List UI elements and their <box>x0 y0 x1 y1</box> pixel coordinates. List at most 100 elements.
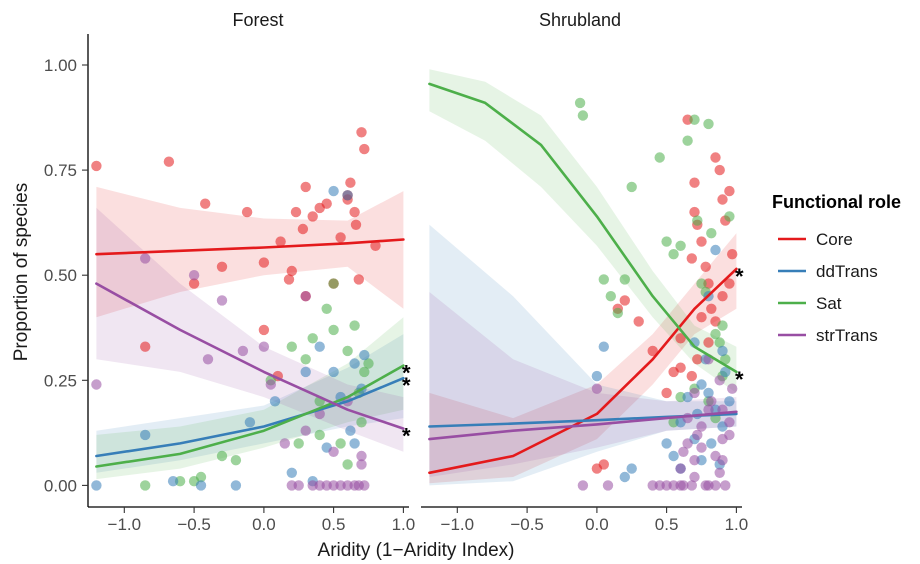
point-forest-ddtrans <box>140 429 151 441</box>
point-forest-core <box>91 160 102 172</box>
ci-bands-forest <box>96 186 404 480</box>
points-forest <box>91 127 381 491</box>
point-shrubland-strtrans <box>682 438 693 449</box>
point-forest-sat <box>328 324 339 336</box>
point-forest-strtrans <box>202 354 214 365</box>
point-forest-sat <box>356 417 367 428</box>
point-forest-strtrans <box>328 446 339 457</box>
point-forest-sat <box>359 366 370 378</box>
point-forest-sat <box>349 320 360 331</box>
point-forest-sat <box>328 278 339 289</box>
point-forest-sat <box>286 341 297 352</box>
point-shrubland-core <box>717 291 728 302</box>
y-tick-label: 0.75 <box>44 161 77 180</box>
point-shrubland-strtrans <box>678 480 689 491</box>
point-shrubland-sat <box>654 152 665 163</box>
significance-star-forest-ddtrans: * <box>402 373 411 398</box>
point-forest-sat <box>335 438 346 449</box>
point-forest-strtrans <box>356 450 367 462</box>
point-shrubland-strtrans <box>710 450 721 462</box>
point-forest-core <box>286 265 297 277</box>
legend-label-strtrans: strTrans <box>816 326 878 345</box>
point-forest-core <box>200 198 211 209</box>
legend-label-ddtrans: ddTrans <box>816 262 878 281</box>
point-forest-core <box>140 341 151 352</box>
point-shrubland-ddtrans <box>720 366 731 378</box>
trend-line-forest-strtrans <box>95 282 405 430</box>
point-shrubland-strtrans <box>577 480 589 491</box>
point-shrubland-strtrans <box>706 396 717 407</box>
legend: Functional role Core ddTrans Sat strTrans <box>772 192 901 345</box>
point-shrubland-strtrans <box>714 467 725 478</box>
point-forest-ddtrans <box>328 185 339 197</box>
point-shrubland-ddtrans <box>626 463 637 474</box>
point-shrubland-strtrans <box>689 387 700 399</box>
trend-lines-shrubland <box>428 82 738 475</box>
point-shrubland-core <box>717 194 728 205</box>
point-forest-core <box>359 143 370 155</box>
point-shrubland-core <box>724 278 735 289</box>
point-shrubland-ddtrans <box>717 345 728 357</box>
x-axis-shrubland: −1.0 −0.5 0.0 0.5 1.0 <box>421 506 749 534</box>
point-shrubland-strtrans <box>724 417 735 428</box>
point-forest-sat <box>342 459 353 470</box>
point-forest-strtrans <box>91 379 102 390</box>
y-tick-label: 0.50 <box>44 266 77 285</box>
ci-band-forest-sat <box>96 317 404 480</box>
point-forest-strtrans <box>188 270 200 281</box>
point-forest-sat <box>300 354 311 365</box>
point-forest-ddtrans <box>244 417 256 428</box>
x-tick-label-forest: 1.0 <box>392 515 416 534</box>
panel-title-shrubland: Shrubland <box>539 10 621 30</box>
point-shrubland-strtrans <box>703 404 714 415</box>
x-tick-label-forest: −0.5 <box>177 515 211 534</box>
ci-band-forest-strtrans <box>96 207 404 452</box>
point-forest-sat <box>363 358 374 369</box>
x-tick-label-shrubland: 1.0 <box>725 515 749 534</box>
point-forest-ddtrans <box>195 480 207 491</box>
point-forest-core <box>370 240 381 251</box>
point-forest-core <box>188 278 200 289</box>
point-shrubland-strtrans <box>602 480 614 491</box>
point-shrubland-core <box>727 249 738 260</box>
point-shrubland-core <box>598 459 609 470</box>
point-forest-strtrans <box>356 459 367 470</box>
trend-line-shrubland-core <box>428 267 738 475</box>
point-shrubland-core <box>619 295 630 306</box>
point-forest-core <box>350 219 362 230</box>
point-shrubland-strtrans <box>689 471 700 483</box>
point-forest-core <box>300 181 311 193</box>
point-forest-core <box>290 206 302 218</box>
point-forest-strtrans <box>258 341 270 352</box>
panel-title-forest: Forest <box>232 10 283 30</box>
point-shrubland-core <box>633 316 644 327</box>
point-shrubland-ddtrans <box>706 438 717 449</box>
point-forest-strtrans <box>216 295 228 306</box>
x-tick-label-shrubland: 0.5 <box>655 515 679 534</box>
point-shrubland-sat <box>605 291 616 302</box>
point-shrubland-core <box>724 185 735 197</box>
point-forest-sat <box>307 333 318 344</box>
point-forest-ddtrans <box>230 480 242 491</box>
panel-shrubland: Shrubland ** −1.0 −0.5 0.0 0.5 1.0 <box>421 10 748 534</box>
point-forest-ddtrans <box>91 480 102 491</box>
ci-band-shrubland-sat <box>429 69 737 393</box>
point-forest-sat <box>293 438 304 449</box>
x-tick-label-shrubland: −1.0 <box>441 515 475 534</box>
x-tick-label-forest: 0.5 <box>322 515 346 534</box>
point-shrubland-sat <box>724 211 735 222</box>
point-forest-core <box>275 236 286 247</box>
trend-lines-forest <box>95 238 405 468</box>
point-shrubland-core <box>675 362 686 373</box>
point-forest-core <box>216 261 228 272</box>
ci-band-forest-core <box>96 186 404 318</box>
point-shrubland-sat <box>717 320 728 331</box>
point-shrubland-strtrans <box>686 480 697 491</box>
point-shrubland-ddtrans <box>696 379 707 390</box>
point-forest-core <box>307 211 318 222</box>
point-forest-ddtrans <box>314 341 325 352</box>
point-forest-sat <box>216 450 228 462</box>
point-shrubland-strtrans <box>724 429 735 441</box>
ci-band-shrubland-core <box>429 233 737 484</box>
